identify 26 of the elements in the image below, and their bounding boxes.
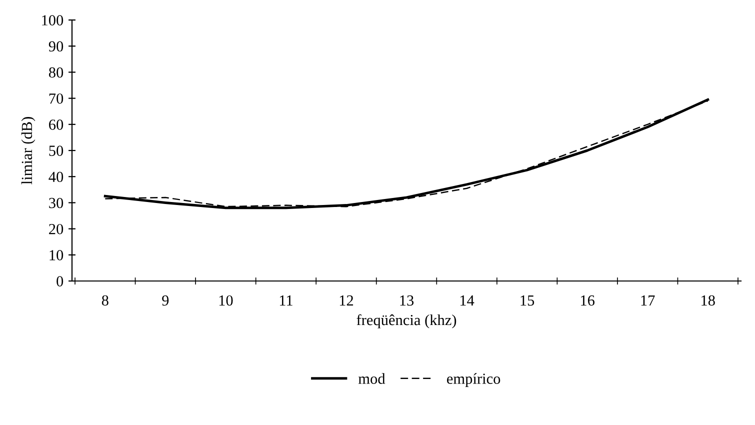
- y-tick-label: 100: [42, 15, 64, 26]
- y-tick-label: 80: [48, 67, 64, 78]
- x-tick-label: 17: [641, 295, 655, 306]
- y-tick-label: 50: [49, 146, 64, 156]
- x-tick-label: 12: [340, 295, 354, 306]
- legend-label: mod: [358, 373, 386, 384]
- x-tick-label: 10: [219, 295, 233, 306]
- x-axis-title: freqüência (khz): [356, 314, 456, 328]
- legend-label: empírico: [447, 373, 500, 387]
- y-tick-label: 60: [49, 120, 64, 130]
- y-tick-label: 20: [49, 224, 64, 234]
- x-tick-label: 11: [280, 295, 292, 306]
- y-axis-title: limiar (dB): [21, 117, 36, 184]
- y-tick-label: 40: [48, 172, 64, 182]
- x-tick-label: 15: [520, 295, 534, 306]
- y-tick-label: 0: [56, 276, 64, 286]
- y-tick-label: 10: [50, 250, 64, 260]
- y-tick-label: 90: [48, 41, 64, 52]
- y-tick-label: 30: [49, 198, 64, 208]
- x-tick-label: 13: [400, 295, 414, 306]
- y-tick-label: 70: [49, 93, 64, 104]
- x-tick-label: 16: [581, 295, 594, 306]
- x-tick-label: 8: [102, 295, 108, 306]
- x-tick-label: 9: [162, 295, 169, 306]
- x-tick-label: 14: [460, 295, 474, 306]
- x-tick-label: 18: [702, 295, 715, 306]
